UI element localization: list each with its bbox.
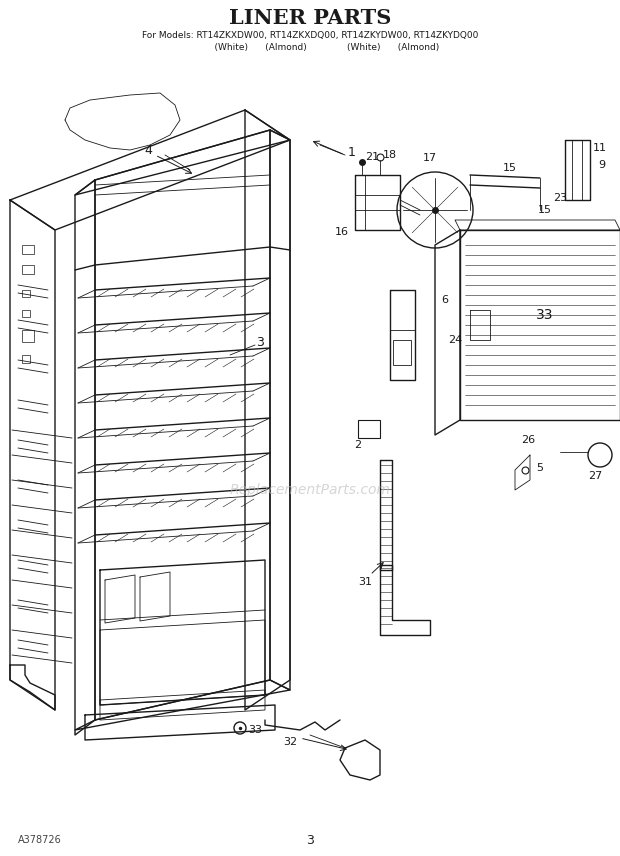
Text: 31: 31 xyxy=(358,577,372,587)
Bar xyxy=(22,245,34,254)
Bar xyxy=(22,290,30,297)
Text: 33: 33 xyxy=(248,725,262,735)
Text: 5: 5 xyxy=(536,463,544,473)
Bar xyxy=(22,310,30,317)
Text: 24: 24 xyxy=(448,335,462,345)
Text: 6: 6 xyxy=(441,295,448,305)
Text: For Models: RT14ZKXDW00, RT14ZKXDQ00, RT14ZKYDW00, RT14ZKYDQ00: For Models: RT14ZKXDW00, RT14ZKXDQ00, RT… xyxy=(142,31,478,39)
Text: 3: 3 xyxy=(306,834,314,847)
Text: (White)      (Almond)              (White)      (Almond): (White) (Almond) (White) (Almond) xyxy=(180,43,440,51)
Text: 21: 21 xyxy=(365,152,379,162)
Text: 2: 2 xyxy=(355,440,361,450)
Text: A378726: A378726 xyxy=(18,835,62,845)
Text: 11: 11 xyxy=(593,143,607,153)
Text: 26: 26 xyxy=(521,435,535,445)
Text: 9: 9 xyxy=(598,160,606,170)
Text: 27: 27 xyxy=(588,471,602,481)
Text: 18: 18 xyxy=(383,150,397,160)
Text: LINER PARTS: LINER PARTS xyxy=(229,8,391,28)
Bar xyxy=(22,355,30,363)
Text: 32: 32 xyxy=(283,737,297,747)
Text: 16: 16 xyxy=(335,227,349,237)
Text: 3: 3 xyxy=(256,336,264,348)
Text: 33: 33 xyxy=(536,308,554,322)
Bar xyxy=(22,265,34,274)
Text: 4: 4 xyxy=(144,144,152,157)
Bar xyxy=(393,340,411,365)
Text: 23: 23 xyxy=(553,193,567,203)
Text: 17: 17 xyxy=(423,153,437,163)
Text: 15: 15 xyxy=(538,205,552,215)
Bar xyxy=(22,330,34,342)
Text: ReplacementParts.com: ReplacementParts.com xyxy=(229,483,391,497)
Text: 1: 1 xyxy=(348,146,356,158)
Bar xyxy=(358,420,380,438)
Text: 15: 15 xyxy=(503,163,517,173)
